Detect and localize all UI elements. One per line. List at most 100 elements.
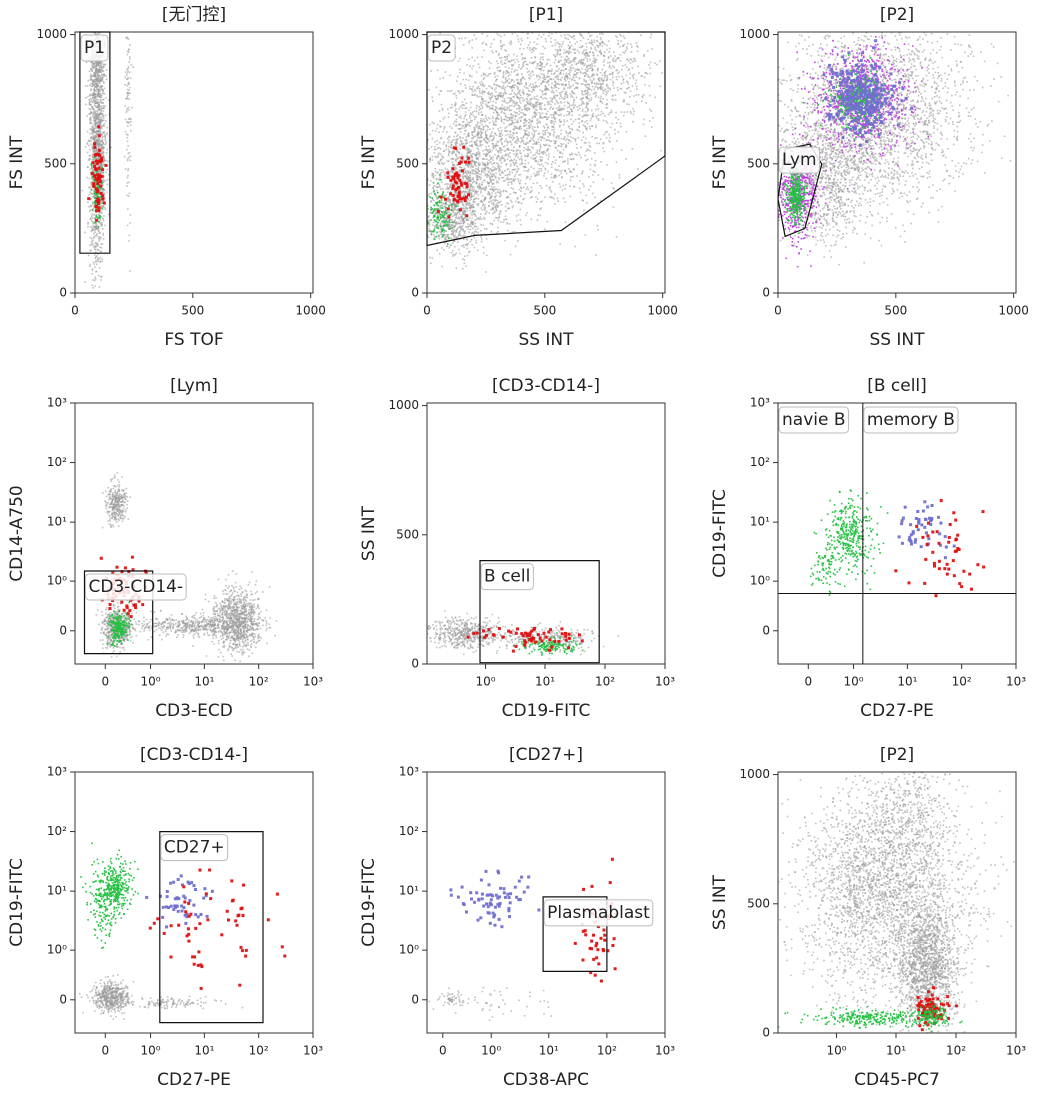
event — [439, 153, 441, 155]
event — [444, 174, 447, 177]
event — [97, 115, 99, 118]
event — [476, 179, 478, 181]
event — [93, 195, 95, 198]
event — [482, 98, 484, 100]
event — [473, 126, 475, 129]
event — [566, 120, 569, 122]
event — [95, 80, 97, 83]
event — [478, 95, 481, 98]
event — [453, 150, 455, 152]
event — [510, 163, 512, 166]
event — [550, 37, 552, 40]
event — [540, 163, 543, 166]
event — [547, 116, 550, 118]
event — [548, 75, 550, 78]
event — [500, 151, 502, 154]
event — [561, 156, 563, 158]
event — [506, 70, 509, 73]
event — [578, 122, 580, 124]
event — [482, 203, 485, 206]
event — [127, 208, 129, 210]
event — [557, 114, 560, 117]
event — [610, 73, 612, 75]
event — [551, 68, 553, 71]
event — [566, 138, 568, 140]
event — [529, 126, 531, 129]
event — [471, 195, 473, 197]
event — [520, 128, 522, 130]
event — [102, 70, 105, 73]
event — [563, 114, 565, 117]
event — [463, 221, 466, 224]
event — [95, 125, 97, 127]
event — [559, 78, 562, 81]
event — [530, 156, 533, 159]
event — [529, 98, 532, 100]
event — [539, 146, 542, 149]
event — [533, 85, 535, 88]
event — [465, 78, 467, 81]
event — [542, 132, 544, 135]
event — [532, 134, 535, 137]
event — [569, 195, 572, 198]
event — [476, 87, 479, 90]
gate-label-bg — [80, 34, 109, 62]
event — [486, 119, 488, 121]
event — [95, 256, 97, 258]
event — [551, 87, 553, 89]
event — [97, 274, 100, 277]
event — [446, 160, 449, 162]
event — [541, 117, 544, 119]
event — [535, 159, 537, 162]
event — [481, 56, 483, 58]
event — [484, 149, 486, 151]
event — [128, 23, 130, 25]
event — [91, 161, 95, 165]
event — [96, 178, 100, 182]
event — [480, 173, 482, 176]
event — [532, 138, 534, 141]
event — [459, 169, 462, 172]
event — [555, 107, 558, 110]
event — [484, 137, 487, 139]
event — [563, 121, 566, 123]
event — [501, 143, 503, 145]
event — [518, 188, 521, 191]
event — [84, 231, 86, 234]
event — [609, 61, 611, 64]
event — [537, 160, 540, 163]
event — [575, 76, 578, 78]
event — [513, 84, 515, 86]
event — [582, 136, 585, 138]
event — [102, 188, 104, 190]
event — [422, 196, 424, 198]
event — [94, 32, 97, 35]
event — [126, 121, 128, 123]
event — [430, 70, 432, 72]
event — [97, 75, 99, 77]
event — [583, 209, 585, 212]
event — [97, 257, 99, 259]
event — [563, 78, 566, 80]
event — [102, 63, 104, 66]
event — [542, 80, 545, 82]
event — [554, 168, 557, 171]
event — [513, 20, 515, 22]
event — [555, 137, 558, 140]
event — [94, 204, 98, 208]
event — [592, 181, 595, 184]
event — [86, 143, 89, 145]
event — [566, 61, 568, 64]
event — [102, 152, 104, 154]
event — [465, 191, 468, 193]
event — [474, 201, 476, 203]
event — [94, 185, 97, 187]
event — [461, 124, 464, 127]
event — [474, 93, 477, 96]
event — [586, 120, 588, 122]
event — [526, 137, 528, 140]
event — [103, 92, 106, 95]
event — [464, 84, 467, 86]
event — [91, 176, 94, 179]
event — [535, 112, 537, 114]
